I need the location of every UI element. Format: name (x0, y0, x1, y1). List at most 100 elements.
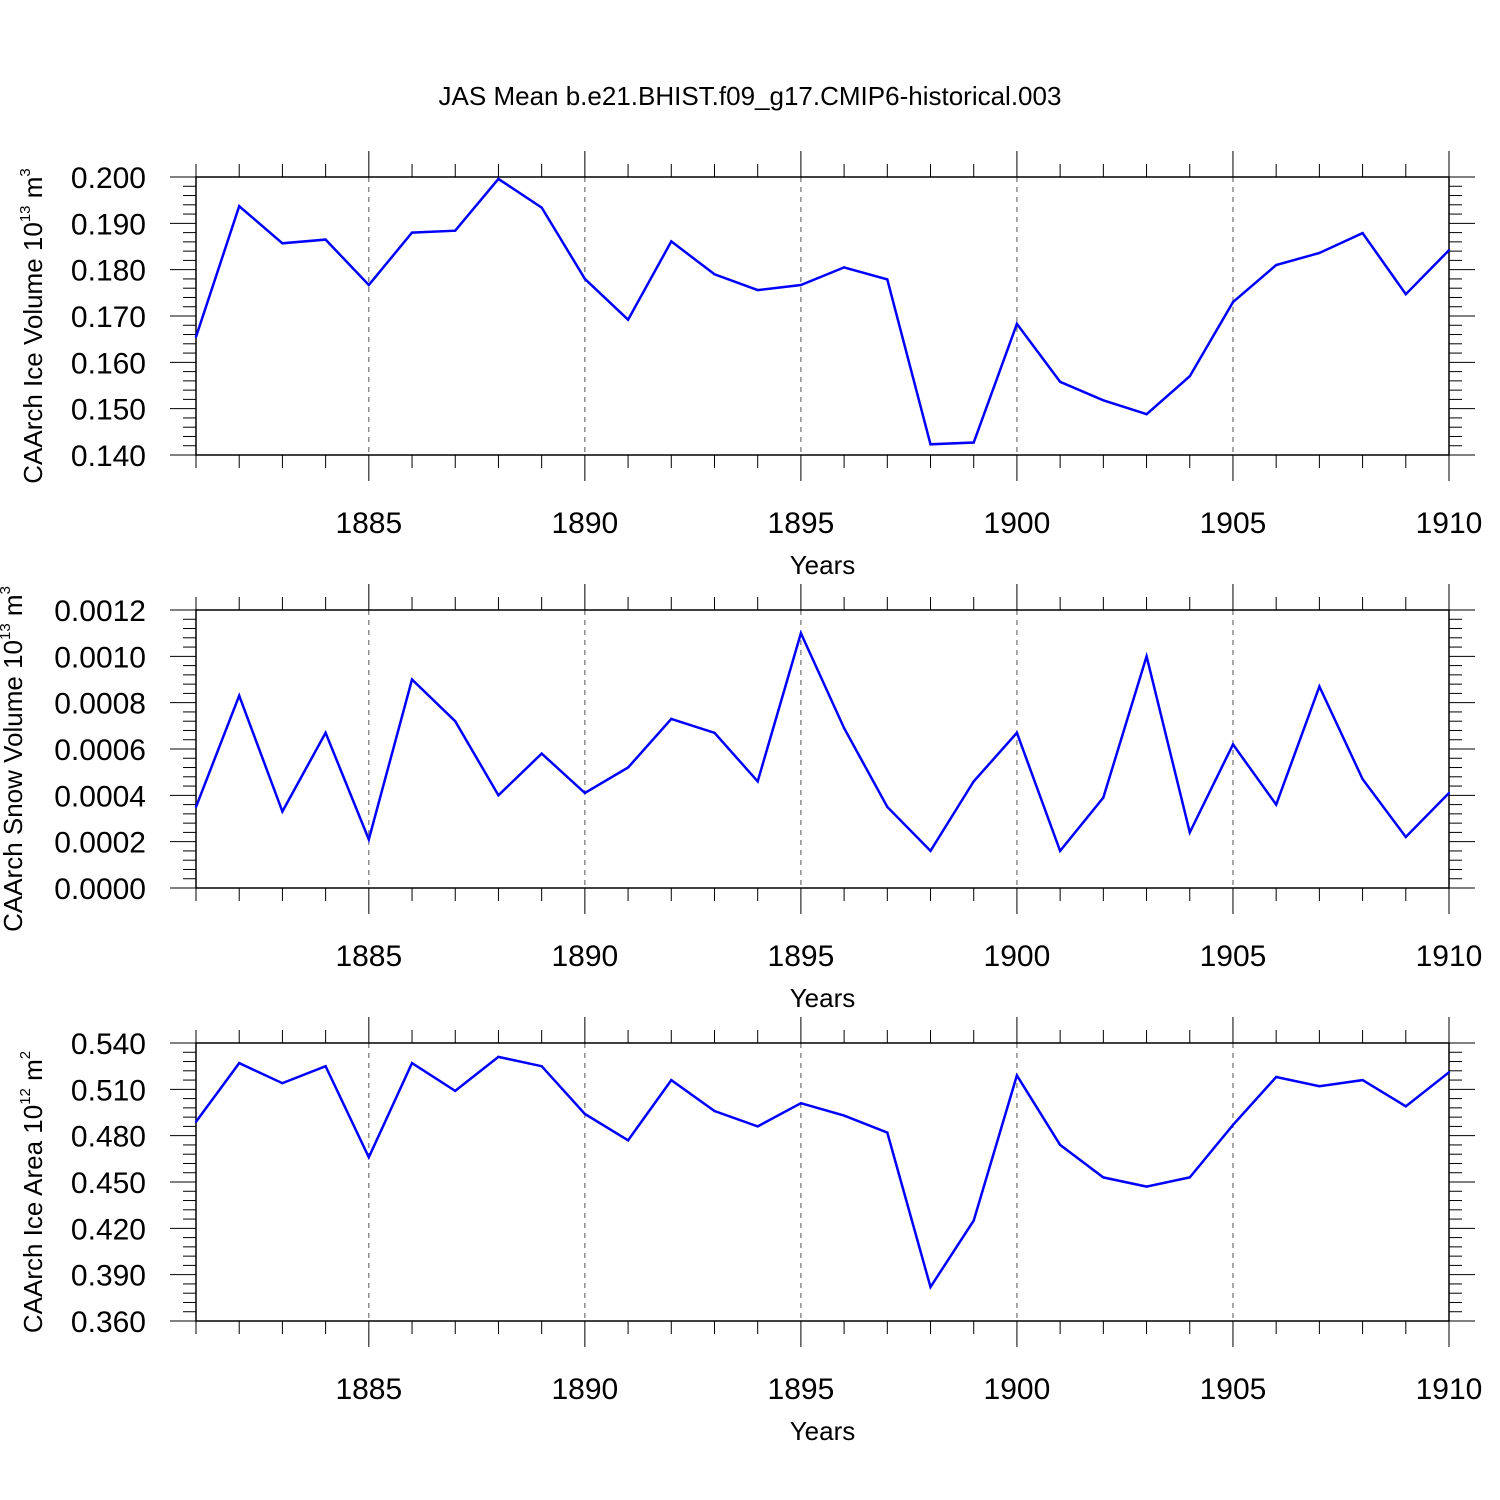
x-tick-label: 1895 (768, 1373, 835, 1406)
data-point-1889 (540, 752, 543, 755)
data-point-1884 (324, 731, 327, 734)
data-point-1898 (929, 1285, 932, 1289)
y-tick-label: 0.0002 (54, 827, 146, 860)
data-point-1884 (324, 1064, 327, 1068)
x-tick-label: 1900 (984, 1373, 1051, 1406)
data-point-1895 (799, 1102, 803, 1105)
x-tick-label: 1910 (1416, 940, 1483, 973)
data-point-1886 (410, 231, 414, 234)
data-point-1881 (194, 335, 198, 339)
panel-ice-area: 1885 1890 1895 1900 1905 1910 0.360 0.390 0.420 0… (17, 1017, 1482, 1446)
data-point-1909 (1404, 293, 1407, 296)
data-point-1910 (1447, 791, 1451, 795)
data-point-1907 (1318, 685, 1321, 688)
panel-snow-volume: 1885 1890 1895 1900 1905 1910 0.0000 0.0002 0.00… (0, 584, 1482, 1013)
data-point-1906 (1274, 803, 1278, 806)
data-point-1887 (454, 720, 457, 723)
data-point-1900 (1015, 1074, 1019, 1077)
series-line (194, 1055, 1450, 1290)
data-point-1899 (972, 1219, 975, 1222)
y-tick-label: 0.190 (71, 208, 146, 241)
data-point-1883 (281, 810, 284, 813)
x-tick-label: 1905 (1200, 507, 1267, 540)
data-point-1893 (713, 1109, 716, 1113)
y-tick-label: 0.510 (71, 1074, 146, 1107)
y-tick-label: 0.180 (71, 255, 146, 288)
data-point-1890 (583, 791, 587, 795)
plot-frame (195, 1042, 1450, 1322)
data-point-1890 (583, 1112, 587, 1116)
y-tick-label: 0.150 (71, 394, 146, 427)
series-line (194, 177, 1450, 446)
data-point-1894 (756, 288, 759, 292)
y-tick-label: 0.0012 (54, 595, 146, 628)
y-tick-label: 0.0008 (54, 688, 146, 721)
data-point-1906 (1274, 1075, 1278, 1079)
data-point-1891 (626, 1139, 630, 1142)
x-tick-label: 1890 (551, 507, 618, 540)
x-tick-label: 1905 (1200, 940, 1267, 973)
x-tick-label: 1885 (335, 1373, 402, 1406)
x-tick-label: 1895 (768, 507, 835, 540)
data-point-1894 (756, 780, 759, 783)
x-tick-label: 1885 (335, 507, 402, 540)
data-point-1885 (367, 838, 371, 841)
data-point-1885 (367, 1156, 371, 1159)
data-point-1905 (1231, 1123, 1235, 1127)
data-point-1890 (583, 277, 587, 281)
data-point-1909 (1404, 835, 1407, 839)
data-point-1892 (670, 1078, 673, 1082)
x-tick-label: 1900 (984, 940, 1051, 973)
y-tick-label: 0.0004 (54, 780, 146, 813)
x-tick-label: 1905 (1200, 1373, 1267, 1406)
data-point-1887 (454, 1089, 457, 1093)
data-point-1902 (1102, 399, 1105, 402)
data-point-1904 (1188, 375, 1191, 378)
y-tick-label: 0.0000 (54, 873, 146, 906)
data-point-1892 (670, 240, 673, 243)
x-tick-label: 1890 (551, 940, 618, 973)
data-point-1886 (410, 1061, 414, 1065)
data-point-1897 (886, 805, 889, 809)
data-point-1908 (1361, 777, 1364, 781)
y-tick-label: 0.170 (71, 301, 146, 334)
x-tick-label: 1910 (1416, 507, 1483, 540)
series-line (194, 629, 1450, 854)
data-point-1897 (886, 1131, 889, 1134)
data-point-1901 (1058, 1143, 1062, 1147)
y-tick-label: 0.140 (71, 440, 146, 473)
data-point-1893 (713, 731, 716, 734)
data-point-1897 (886, 278, 889, 281)
data-point-1910 (1447, 249, 1451, 252)
y-tick-label: 0.0010 (54, 641, 146, 674)
data-point-1896 (842, 726, 846, 730)
data-point-1907 (1318, 1085, 1321, 1088)
x-tick-label: 1895 (768, 940, 835, 973)
data-point-1889 (540, 206, 543, 209)
x-tick-label: 1890 (551, 1373, 618, 1406)
data-point-1903 (1145, 413, 1148, 416)
data-point-1883 (281, 1081, 284, 1085)
y-axis-label: CAArch Ice Volume 1013 m3 (17, 168, 48, 484)
y-tick-label: 0.0006 (54, 734, 146, 767)
x-axis-label: Years (790, 1416, 856, 1446)
data-point-1891 (626, 318, 630, 321)
data-point-1910 (1447, 1071, 1451, 1074)
data-point-1900 (1015, 731, 1019, 734)
figure-title: JAS Mean b.e21.BHIST.f09_g17.CMIP6-histo… (439, 81, 1062, 111)
data-point-1886 (410, 678, 414, 681)
data-point-1885 (367, 283, 371, 287)
data-point-1905 (1231, 743, 1235, 746)
plot-frame (195, 176, 1450, 456)
x-tick-label: 1885 (335, 940, 402, 973)
data-point-1882 (238, 204, 241, 208)
x-axis-label: Years (790, 550, 856, 580)
data-point-1895 (799, 283, 803, 287)
data-point-1905 (1231, 300, 1235, 304)
y-axis-label: CAArch Snow Volume 1013 m3 (0, 586, 28, 932)
plot-frame (195, 609, 1450, 889)
data-point-1909 (1404, 1105, 1407, 1108)
data-point-1882 (238, 694, 241, 697)
data-point-1887 (454, 229, 457, 232)
y-tick-label: 0.390 (71, 1260, 146, 1293)
